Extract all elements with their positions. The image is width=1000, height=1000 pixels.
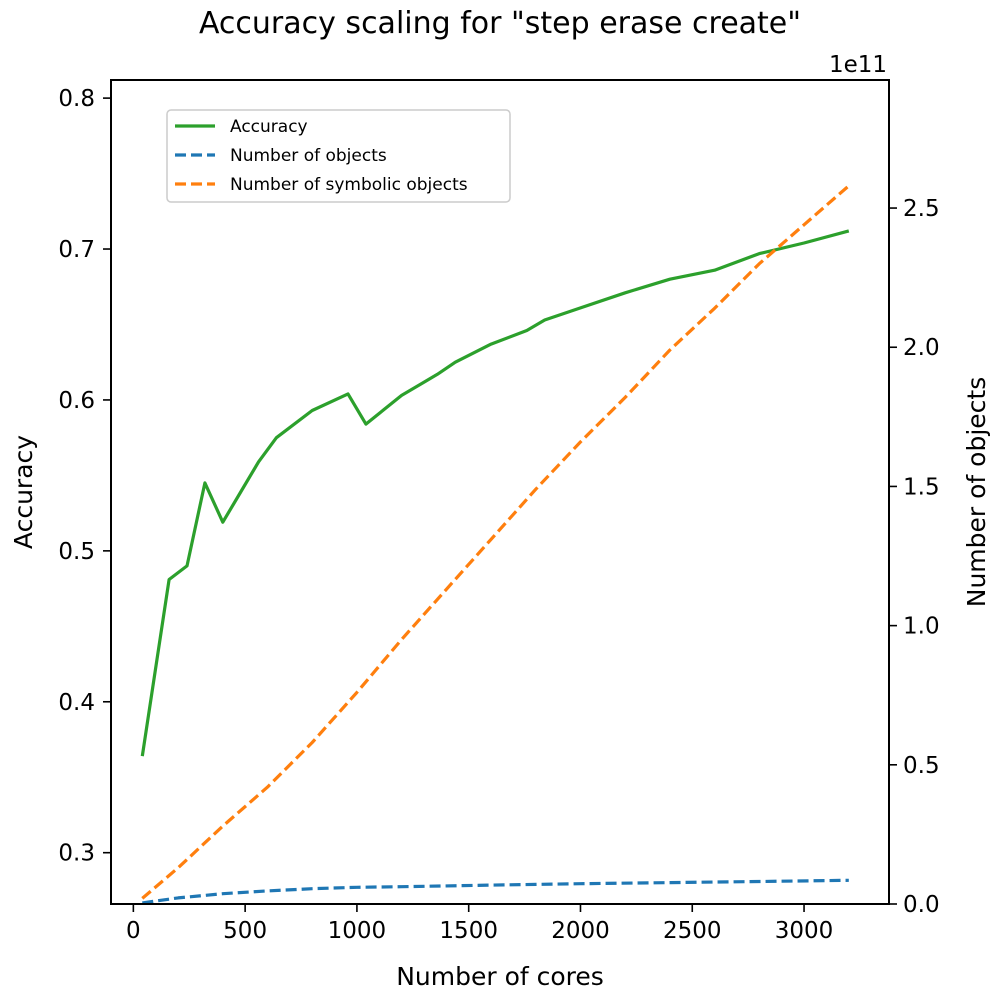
y-axis-right-label: Number of objects: [962, 377, 991, 607]
x-tick-label: 0: [126, 918, 141, 944]
legend-label-accuracy: Accuracy: [230, 117, 308, 137]
x-tick-label: 3000: [775, 918, 834, 944]
y-axis-left: 0.3 0.4 0.5 0.6 0.7 0.8: [58, 86, 111, 867]
y-axis-left-label: Accuracy: [9, 435, 38, 549]
y-left-tick-label: 0.8: [58, 86, 95, 112]
x-tick-label: 1500: [439, 918, 498, 944]
y-right-tick-label: 1.0: [903, 614, 940, 640]
legend-label-number-of-symbolic-objects: Number of symbolic objects: [230, 175, 468, 195]
x-tick-label: 2500: [663, 918, 722, 944]
x-tick-label: 2000: [551, 918, 610, 944]
y-left-tick-label: 0.5: [58, 539, 95, 565]
y-left-tick-label: 0.7: [58, 237, 95, 263]
y-right-tick-label: 2.0: [903, 335, 940, 361]
y-left-tick-label: 0.4: [58, 690, 95, 716]
series-line-number-of-symbolic-objects: [141, 184, 850, 900]
series-line-accuracy: [140, 229, 850, 757]
y-left-tick-label: 0.3: [58, 841, 95, 867]
plot-frame: [110, 79, 890, 905]
series-line-number-of-objects: [142, 878, 849, 905]
y-left-tick-label: 0.6: [58, 388, 95, 414]
x-tick-label: 500: [223, 918, 267, 944]
y-right-tick-label: 2.5: [903, 196, 940, 222]
y-right-tick-label: 0.0: [903, 892, 940, 918]
legend-frame: [166, 109, 511, 203]
y-right-tick-label: 1.5: [903, 474, 940, 500]
chart-title: Accuracy scaling for "step erase create": [199, 6, 801, 41]
right-axis-offset-text: 1e11: [829, 52, 887, 78]
x-axis-label: Number of cores: [396, 962, 604, 991]
y-right-tick-label: 0.5: [903, 753, 940, 779]
series-layer: [140, 184, 850, 905]
legend: Accuracy Number of objects Number of symbo…: [166, 109, 511, 203]
x-axis: 0 500 1000 1500 2000 2500 3000: [126, 904, 833, 944]
x-tick-label: 1000: [328, 918, 387, 944]
legend-label-number-of-objects: Number of objects: [230, 146, 387, 166]
y-axis-right: 0.0 0.5 1.0 1.5 2.0 2.5: [889, 196, 940, 918]
